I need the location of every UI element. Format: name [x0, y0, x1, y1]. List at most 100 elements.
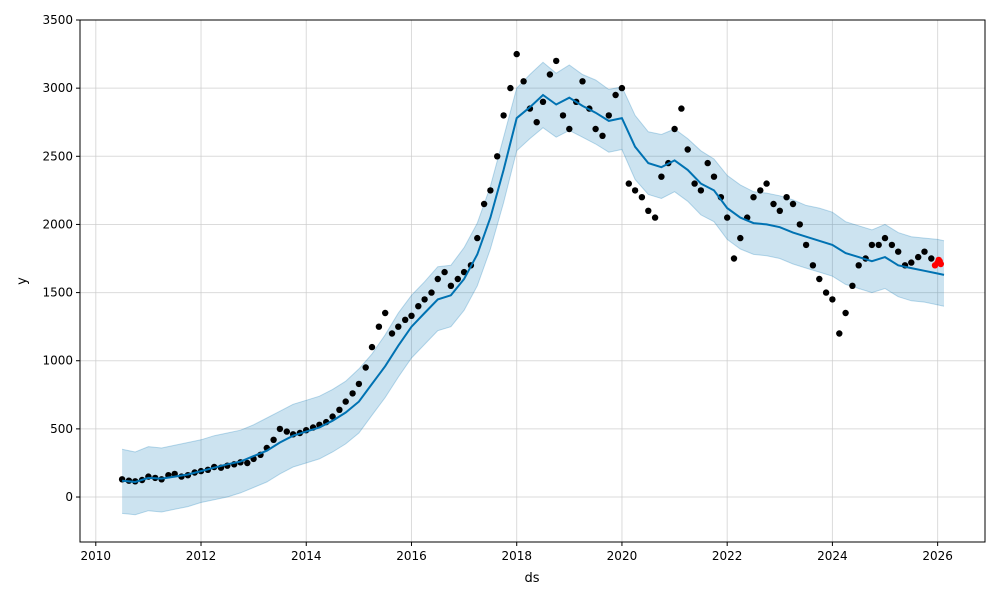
observed-point — [724, 214, 731, 221]
observed-point — [625, 180, 632, 187]
observed-point — [763, 180, 770, 187]
observed-point — [895, 248, 902, 255]
x-tick-label: 2024 — [817, 549, 848, 563]
observed-point — [441, 268, 448, 276]
observed-point — [776, 207, 783, 214]
observed-point — [645, 207, 652, 214]
x-axis-label: ds — [524, 571, 539, 586]
observed-point — [368, 343, 376, 351]
observed-point — [836, 330, 843, 337]
observed-point — [757, 187, 764, 194]
observed-point — [507, 84, 514, 92]
observed-point — [658, 173, 665, 180]
observed-point — [336, 406, 343, 413]
observed-point — [539, 98, 547, 106]
x-tick-label: 2016 — [396, 549, 427, 563]
observed-point — [500, 112, 507, 119]
observed-point — [395, 323, 402, 330]
observed-point — [921, 248, 928, 255]
observed-point — [454, 275, 461, 283]
recent-point — [937, 260, 944, 268]
x-tick-label: 2014 — [291, 549, 322, 563]
x-axis-ticks: 2010 2012 2014 2016 2018 2020 2022 2024 2026 — [81, 542, 953, 563]
observed-point — [888, 241, 896, 249]
observed-point — [855, 262, 862, 269]
observed-point — [842, 309, 849, 317]
observed-point — [533, 119, 540, 126]
observed-point — [270, 436, 277, 443]
observed-point — [783, 194, 790, 201]
observed-point — [849, 282, 856, 289]
observed-point — [480, 200, 488, 208]
observed-point — [283, 428, 290, 435]
observed-point — [671, 125, 678, 133]
observed-point — [362, 364, 369, 371]
y-tick-label: 1000 — [42, 354, 73, 368]
observed-point — [691, 180, 698, 187]
observed-point — [908, 259, 915, 266]
observed-point — [546, 71, 554, 78]
observed-point — [802, 241, 810, 249]
recent-points-layer — [931, 256, 944, 269]
observed-point — [447, 282, 455, 289]
x-tick-label: 2020 — [607, 549, 638, 563]
x-tick-label: 2018 — [501, 549, 532, 563]
observed-point — [276, 425, 284, 433]
observed-point — [928, 255, 935, 262]
y-tick-label: 3500 — [42, 13, 73, 27]
observed-point — [915, 253, 922, 261]
observed-point — [612, 91, 619, 99]
observed-point — [816, 275, 823, 283]
observed-point — [881, 234, 889, 242]
observed-point — [329, 413, 336, 420]
observed-point — [566, 125, 573, 133]
y-axis-label: y — [15, 277, 30, 285]
observed-point — [822, 289, 830, 296]
observed-point — [631, 187, 639, 194]
observed-point — [355, 380, 363, 388]
observed-point — [382, 309, 389, 317]
observed-point — [428, 289, 435, 296]
observed-point — [599, 132, 606, 139]
observed-point — [349, 390, 356, 397]
observed-point — [460, 268, 468, 276]
x-tick-label: 2010 — [81, 549, 112, 563]
y-tick-label: 3000 — [42, 81, 73, 95]
observed-point — [559, 112, 567, 119]
y-tick-label: 0 — [65, 490, 73, 504]
y-tick-label: 2500 — [42, 149, 73, 163]
uncertainty-lower-edge — [122, 127, 945, 516]
plot-frame — [79, 19, 986, 543]
observed-point — [402, 316, 409, 323]
observed-point — [750, 194, 757, 201]
observed-point — [513, 50, 520, 58]
observed-point — [375, 323, 383, 330]
observed-point — [618, 84, 626, 92]
forecast-line — [122, 93, 945, 484]
observed-point — [829, 296, 836, 303]
y-tick-label: 2000 — [42, 217, 73, 231]
observed-point — [730, 255, 738, 262]
observed-point — [770, 200, 777, 208]
observed-point — [704, 159, 711, 167]
x-tick-label: 2026 — [922, 549, 953, 563]
observed-point — [678, 105, 685, 112]
observed-point — [737, 234, 744, 242]
observed-point — [244, 459, 251, 467]
forecast-line-layer — [122, 93, 945, 484]
observed-point — [651, 214, 659, 221]
observed-point — [388, 330, 396, 337]
uncertainty-band-layer — [121, 61, 945, 516]
observed-point — [592, 125, 599, 133]
uncertainty-upper-edge — [121, 61, 945, 453]
observed-point — [697, 187, 705, 194]
observed-point — [875, 241, 882, 249]
observed-point — [868, 241, 876, 249]
observed-point — [434, 275, 441, 283]
observed-point — [605, 112, 612, 119]
observed-point — [638, 194, 646, 201]
observed-point — [421, 296, 428, 303]
x-tick-label: 2012 — [186, 549, 217, 563]
y-tick-label: 500 — [50, 422, 73, 436]
